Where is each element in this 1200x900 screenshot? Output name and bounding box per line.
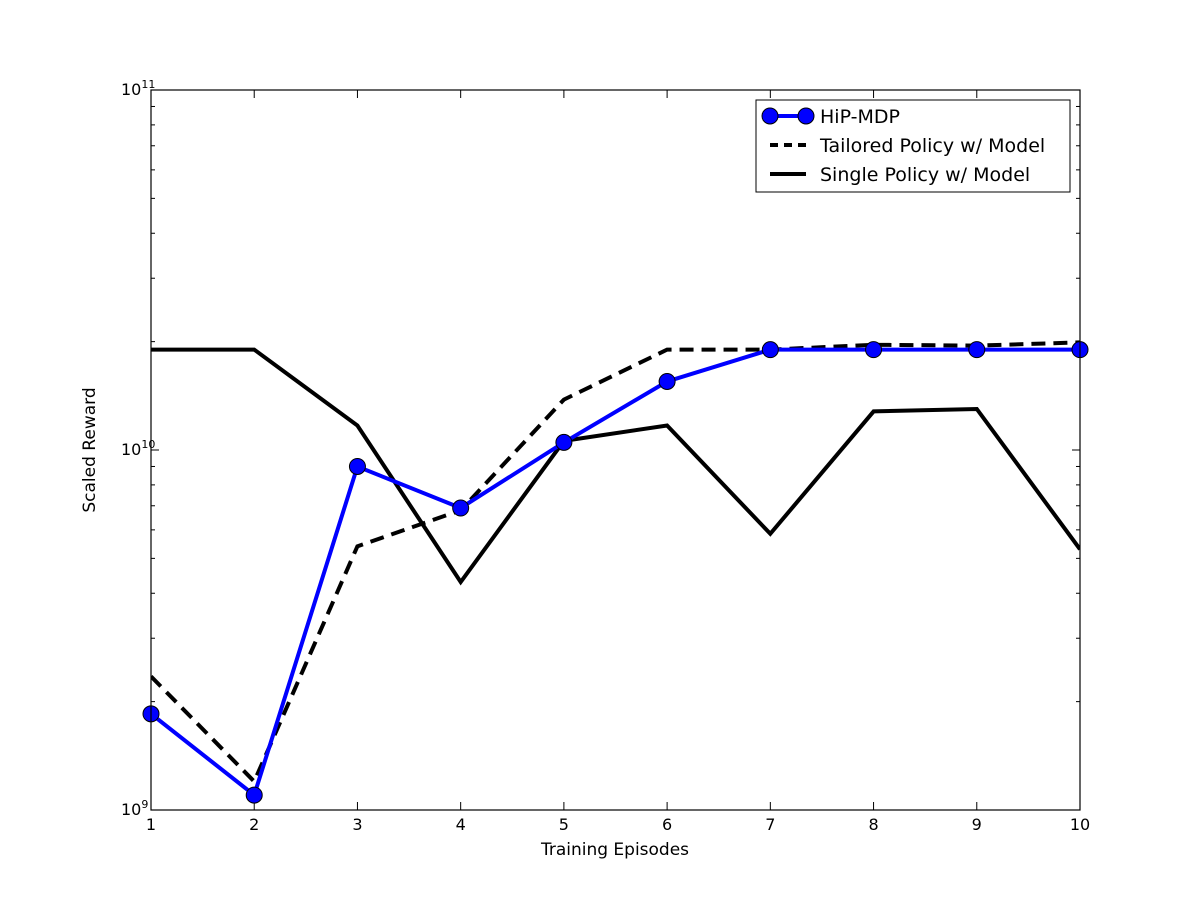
legend-entries: HiP-MDP Tailored Policy w/ Model Single Po… <box>761 106 1045 186</box>
data-point-hip-mdp <box>555 433 573 451</box>
y-tick-label: 109 <box>121 798 148 819</box>
legend-marker-hip-mdp <box>797 107 815 125</box>
y-axis-title: Scaled Reward <box>80 387 100 512</box>
x-tick-label: 7 <box>765 815 775 834</box>
x-tick-labels: 1 2 3 4 5 6 7 8 9 10 <box>146 815 1090 834</box>
x-tick-label: 2 <box>249 815 259 834</box>
series-line-single-policy-w-model <box>151 347 1080 586</box>
series-line-hip-mdp <box>151 347 1080 799</box>
legend-marker-hip-mdp <box>761 107 779 125</box>
series-layer <box>142 340 1089 804</box>
data-point-hip-mdp <box>245 786 263 804</box>
y-tick-labels: 109 1010 1011 <box>121 78 155 819</box>
legend-label-hip-mdp: HiP-MDP <box>820 106 900 128</box>
x-tick-label: 1 <box>146 815 156 834</box>
x-tick-label: 8 <box>868 815 878 834</box>
x-tick-label: 9 <box>972 815 982 834</box>
data-point-hip-mdp <box>865 341 883 359</box>
x-tick-label: 4 <box>456 815 466 834</box>
legend: HiP-MDP Tailored Policy w/ Model Single Po… <box>755 99 1071 193</box>
legend-label-single-policy-w-model: Single Policy w/ Model <box>820 164 1030 186</box>
x-tick-label: 3 <box>352 815 362 834</box>
legend-label-tailored-policy-w-model: Tailored Policy w/ Model <box>819 135 1045 157</box>
data-point-hip-mdp <box>348 457 366 475</box>
x-axis-title: Training Episodes <box>540 840 689 860</box>
y-tick-label: 1010 <box>121 438 155 459</box>
plot-area <box>151 90 1080 810</box>
data-point-hip-mdp <box>968 341 986 359</box>
x-tick-label: 6 <box>662 815 672 834</box>
plot-frame <box>150 89 1081 811</box>
data-point-hip-mdp <box>658 372 676 390</box>
x-tick-label: 10 <box>1070 815 1090 834</box>
series-line-tailored-policy-w-model <box>151 340 1080 786</box>
data-point-hip-mdp <box>452 499 470 517</box>
y-tick-label: 1011 <box>121 78 155 99</box>
data-point-hip-mdp <box>761 341 779 359</box>
x-tick-label: 5 <box>559 815 569 834</box>
series-clipped <box>151 340 1080 799</box>
